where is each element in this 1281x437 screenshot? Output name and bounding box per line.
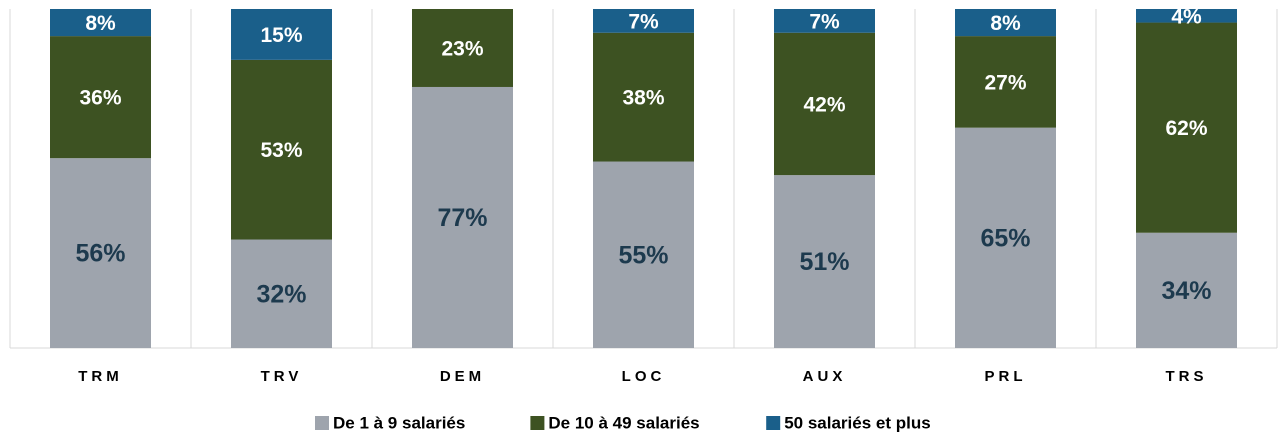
bar-segment	[955, 9, 1056, 37]
data-label: 23%	[441, 38, 483, 61]
data-label: 56%	[75, 240, 125, 268]
bar-segment	[231, 9, 332, 60]
bar-segment	[593, 161, 694, 348]
data-label: 32%	[256, 280, 306, 308]
bar-segment	[955, 127, 1056, 349]
data-label: 27%	[984, 71, 1026, 94]
data-label: 7%	[628, 10, 659, 33]
data-label: 7%	[809, 10, 840, 33]
bar-segment	[50, 9, 151, 37]
bar-segment	[50, 36, 151, 159]
bar-segment	[774, 9, 875, 33]
bar-segment	[231, 239, 332, 348]
data-label: 77%	[437, 204, 487, 232]
data-label: 62%	[1165, 117, 1207, 140]
bar-segment	[1136, 232, 1237, 348]
legend-label: De 1 à 9 salariés	[333, 413, 465, 432]
legend-label: 50 salariés et plus	[784, 413, 930, 432]
x-tick-label: DEM	[440, 368, 485, 385]
data-label: 42%	[803, 93, 845, 116]
data-label: 53%	[260, 139, 302, 162]
data-label: 36%	[79, 87, 121, 110]
bar-segment	[774, 32, 875, 176]
data-label: 15%	[260, 24, 302, 47]
data-label: 8%	[990, 12, 1021, 35]
bar-segment	[1136, 9, 1237, 23]
legend-swatch	[766, 416, 781, 430]
data-label: 55%	[618, 241, 668, 269]
x-tick-label: PRL	[985, 368, 1027, 385]
bar-segment	[412, 9, 513, 87]
bar-segment	[593, 32, 694, 162]
x-tick-label: TRV	[261, 368, 303, 385]
x-tick-label: TRM	[78, 368, 123, 385]
bar-segment	[774, 175, 875, 348]
data-label: 4%	[1171, 5, 1202, 28]
bar-segment	[412, 86, 513, 348]
x-tick-label: LOC	[622, 368, 666, 385]
bar-segment	[955, 36, 1056, 128]
bar-segment	[50, 158, 151, 348]
data-label: 65%	[980, 224, 1030, 252]
x-tick-label: TRS	[1166, 368, 1208, 385]
bar-segment	[231, 59, 332, 240]
data-label: 34%	[1161, 277, 1211, 305]
legend-swatch	[315, 416, 329, 430]
legend-swatch	[530, 416, 545, 430]
data-label: 38%	[622, 87, 664, 110]
data-label: 51%	[799, 248, 849, 276]
bar-segment	[1136, 22, 1237, 233]
legend-label: De 10 à 49 salariés	[548, 413, 699, 432]
bar-segment	[593, 9, 694, 33]
x-tick-label: AUX	[803, 368, 847, 385]
data-label: 8%	[85, 12, 116, 35]
